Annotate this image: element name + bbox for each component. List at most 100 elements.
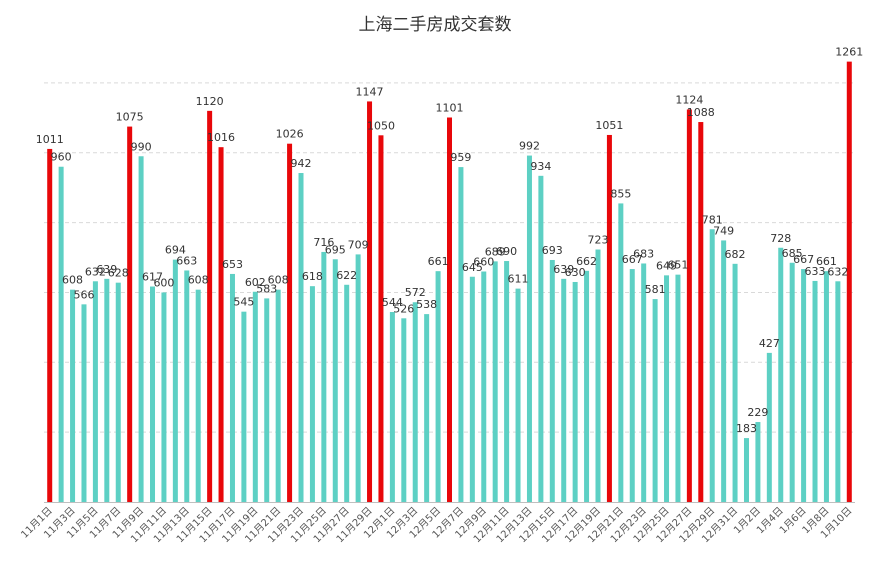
bar-11月12日 [172,259,178,502]
value-label: 709 [348,238,369,251]
value-label: 608 [268,274,289,287]
bar-11月6日 [104,278,110,502]
bar-11月1日 [47,148,53,502]
bar-11月19日 [252,291,258,502]
value-label: 1261 [835,46,863,59]
bar-12月12日 [515,288,521,502]
value-label: 617 [142,271,163,284]
bar-12月2日 [401,318,407,502]
bar-12月27日 [686,109,692,503]
bar-11月29日 [367,101,373,503]
value-label: 723 [587,234,608,247]
bar-11月25日 [321,251,327,502]
value-label: 538 [416,298,437,311]
bar-12月26日 [675,274,681,502]
bar-12月8日 [469,276,475,502]
value-label: 622 [336,269,357,282]
bar-12月17日 [572,281,578,502]
value-label: 667 [793,253,814,266]
value-label: 632 [85,265,106,278]
bar-12月1日 [389,312,395,502]
value-label: 427 [759,337,780,350]
bar-12月5日 [435,271,441,502]
bar-1月10日 [846,61,852,503]
value-label: 1147 [356,85,384,98]
bar-12月6日 [447,117,452,502]
bar-11月14日 [195,289,201,502]
value-label: 583 [256,282,277,295]
bar-1月6日 [801,269,807,502]
value-label: 1124 [675,93,703,106]
value-label: 682 [725,248,746,261]
value-label: 608 [188,274,209,287]
value-label: 690 [496,245,517,258]
bar-11月10日 [150,286,156,502]
value-label: 1026 [276,128,304,141]
bar-12月9日 [481,271,487,502]
bar-12月13日 [526,155,532,502]
value-label: 689 [485,245,506,258]
bar-1月1日 [743,438,749,502]
bar-12月29日 [709,229,715,502]
value-label: 934 [530,160,551,173]
value-label: 728 [770,232,791,245]
bar-12月28日 [698,122,704,502]
value-label: 229 [747,406,768,419]
value-label: 544 [382,296,403,309]
bar-1月9日 [835,281,841,502]
bar-12月15日 [549,259,555,502]
value-label: 667 [622,253,643,266]
value-label: 545 [233,296,254,309]
value-label: 855 [610,187,631,200]
value-label: 942 [291,157,312,170]
bar-11月15日 [207,110,213,503]
bar-11月13日 [184,270,190,502]
bar-12月22日 [629,269,635,502]
bar-12月30日 [721,240,727,502]
value-label: 632 [827,265,848,278]
value-label: 526 [393,302,414,315]
bar-11月3日 [70,289,76,502]
value-label: 630 [565,266,586,279]
bar-11月7日 [115,282,121,502]
bar-12月16日 [561,278,567,502]
bar-12月3日 [412,302,418,502]
value-label: 572 [405,286,426,299]
value-label: 581 [645,283,666,296]
value-label: 1011 [36,133,64,146]
value-label: 960 [51,151,72,164]
value-label: 683 [633,247,654,260]
bar-12月25日 [664,275,670,502]
x-axis: 11月1日11月3日11月5日11月7日11月9日11月11日11月13日11月… [19,502,855,545]
value-label: 645 [462,261,483,274]
bar-12月4日 [424,314,430,502]
value-label: 602 [245,276,266,289]
bar-11月23日 [298,173,304,502]
value-label: 695 [325,243,346,256]
value-label: 649 [656,259,677,272]
bar-11月18日 [241,311,247,502]
value-label: 653 [222,258,243,271]
value-label: 639 [553,263,574,276]
value-label: 990 [131,140,152,153]
value-label: 183 [736,422,757,435]
value-label: 628 [108,267,129,280]
bar-11月8日 [127,126,133,502]
value-label: 611 [508,273,529,286]
value-label: 959 [450,151,471,164]
bar-12月10日 [492,261,498,502]
value-label: 660 [473,256,494,269]
bar-12月7日 [458,167,464,502]
bar-11月9日 [138,156,144,502]
bar-11月4日 [81,304,87,502]
value-label: 1101 [436,102,464,115]
value-label: 663 [176,254,197,267]
value-label: 693 [542,244,563,257]
value-label: 639 [96,263,117,276]
gridlines [44,82,855,433]
bar-12月31日 [732,263,738,502]
bar-11月5日 [92,281,98,502]
value-label: 685 [782,247,803,260]
bar-11月21日 [275,289,281,502]
